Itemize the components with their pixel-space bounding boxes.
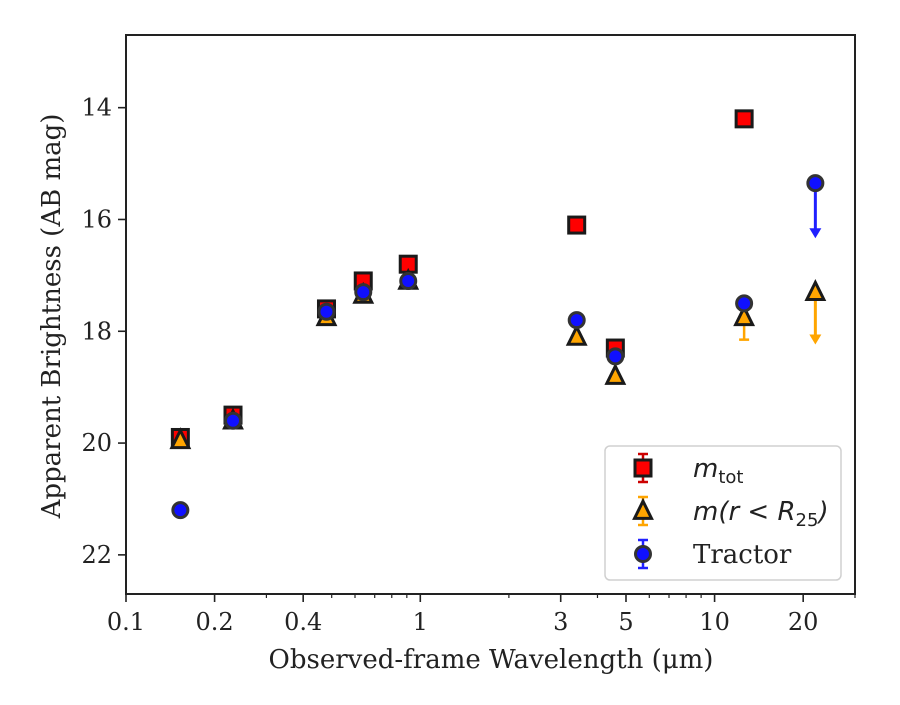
circle-marker xyxy=(224,411,243,430)
legend-square-marker xyxy=(633,458,653,478)
y-tick-label: 20 xyxy=(81,429,112,457)
circle-marker xyxy=(171,501,190,520)
y-axis: 14 16 18 20 22 xyxy=(81,94,126,569)
circle-marker xyxy=(567,311,586,330)
square-marker xyxy=(734,109,754,129)
circle-marker xyxy=(806,174,825,193)
x-tick-label: 0.1 xyxy=(107,608,145,636)
x-tick-label: 10 xyxy=(699,608,730,636)
data-points xyxy=(169,109,827,520)
x-axis: 0.1 0.2 0.4 1 3 5 10 20 xyxy=(107,594,856,636)
x-tick-label: 0.4 xyxy=(284,608,322,636)
triangle-marker xyxy=(804,278,827,301)
plot-area xyxy=(125,34,856,595)
y-tick-label: 14 xyxy=(81,94,112,122)
x-tick-label: 0.2 xyxy=(196,608,234,636)
y-tick-label: 18 xyxy=(81,317,112,345)
triangle-marker xyxy=(565,323,588,346)
upper-limit-arrowhead xyxy=(809,228,822,239)
triangle-marker xyxy=(604,362,627,385)
y-tick-label: 16 xyxy=(81,205,112,233)
circle-marker xyxy=(735,294,754,313)
x-axis-label: Observed-frame Wavelength (μm) xyxy=(269,645,714,675)
series-2 xyxy=(171,174,825,520)
circle-marker xyxy=(317,302,336,321)
x-tick-label: 20 xyxy=(788,608,819,636)
circle-marker xyxy=(606,347,625,366)
upper-limit-arrowhead xyxy=(809,334,822,345)
legend-box xyxy=(604,445,842,581)
plot-frame xyxy=(125,34,856,595)
y-tick-label: 22 xyxy=(81,541,112,569)
series-1 xyxy=(169,267,827,450)
series-0 xyxy=(170,109,754,447)
x-tick-label: 1 xyxy=(413,608,428,636)
legend-label: mtot xyxy=(693,454,743,488)
x-tick-label: 3 xyxy=(553,608,568,636)
legend-label: Tractor xyxy=(693,540,792,570)
y-axis-label: Apparent Brightness (AB mag) xyxy=(37,114,67,520)
legend-triangle-marker xyxy=(632,497,654,520)
circle-marker xyxy=(354,283,373,302)
x-tick-label: 5 xyxy=(618,608,633,636)
legend-circle-marker xyxy=(634,545,652,563)
square-marker xyxy=(567,215,587,235)
circle-marker xyxy=(399,271,418,290)
legend-label: m(r < R25) xyxy=(693,497,829,531)
triangle-marker xyxy=(733,304,756,327)
legend: mtot m(r < R25) Tractor xyxy=(604,445,842,581)
triangle-marker xyxy=(169,427,192,450)
